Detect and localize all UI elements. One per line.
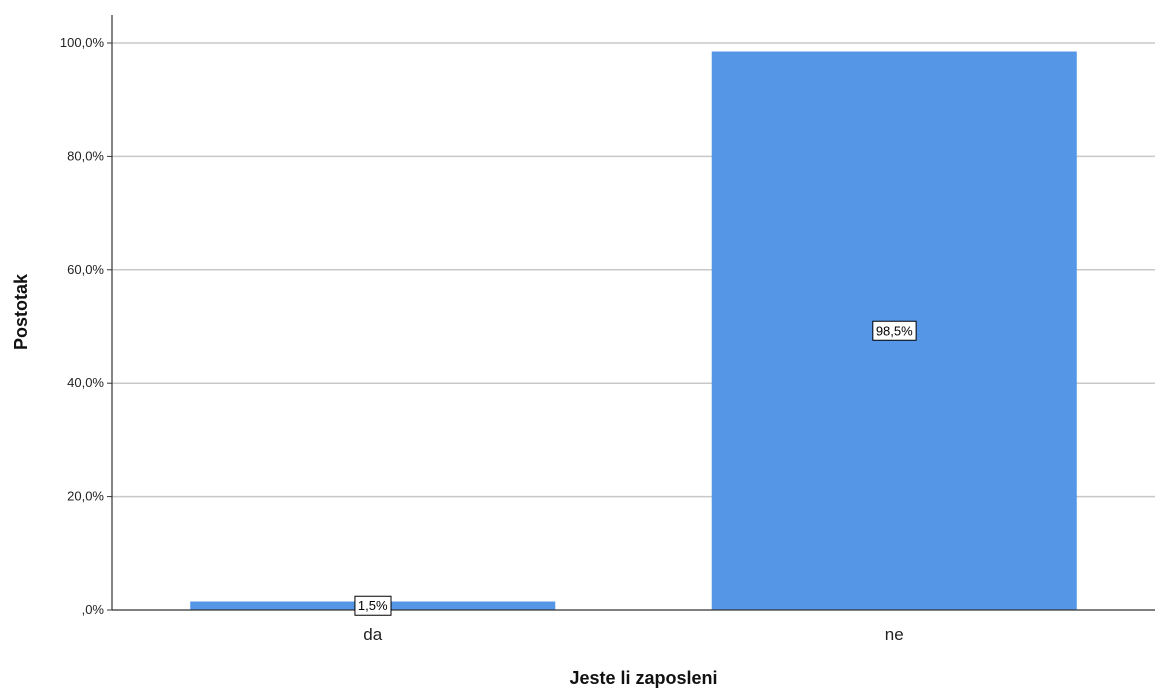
- x-tick-label: ne: [885, 625, 904, 644]
- data-label-text: 1,5%: [358, 598, 388, 613]
- data-label-text: 98,5%: [876, 323, 913, 338]
- data-label: 1,5%: [354, 595, 392, 616]
- x-tick-label: da: [363, 625, 382, 644]
- y-tick-label: 20,0%: [67, 489, 104, 504]
- y-axis-title: Postotak: [11, 273, 31, 350]
- data-label-box: [872, 320, 917, 341]
- y-tick-label: 60,0%: [67, 262, 104, 277]
- axes: [111, 15, 1155, 611]
- x-tick-labels: da ne: [363, 625, 903, 644]
- y-tick-label: 40,0%: [67, 375, 104, 390]
- data-labels: 1,5% 98,5%: [354, 320, 917, 616]
- data-label: 98,5%: [872, 320, 917, 341]
- y-tick-label: ,0%: [82, 602, 105, 617]
- bars: [190, 51, 1077, 610]
- data-label-box: [354, 595, 392, 616]
- y-tick-labels: ,0% 20,0% 40,0% 60,0% 80,0% 100,0%: [60, 35, 112, 617]
- y-tick-label: 100,0%: [60, 35, 105, 50]
- x-axis-title: Jeste li zaposleni: [569, 668, 717, 688]
- y-tick-label: 80,0%: [67, 148, 104, 163]
